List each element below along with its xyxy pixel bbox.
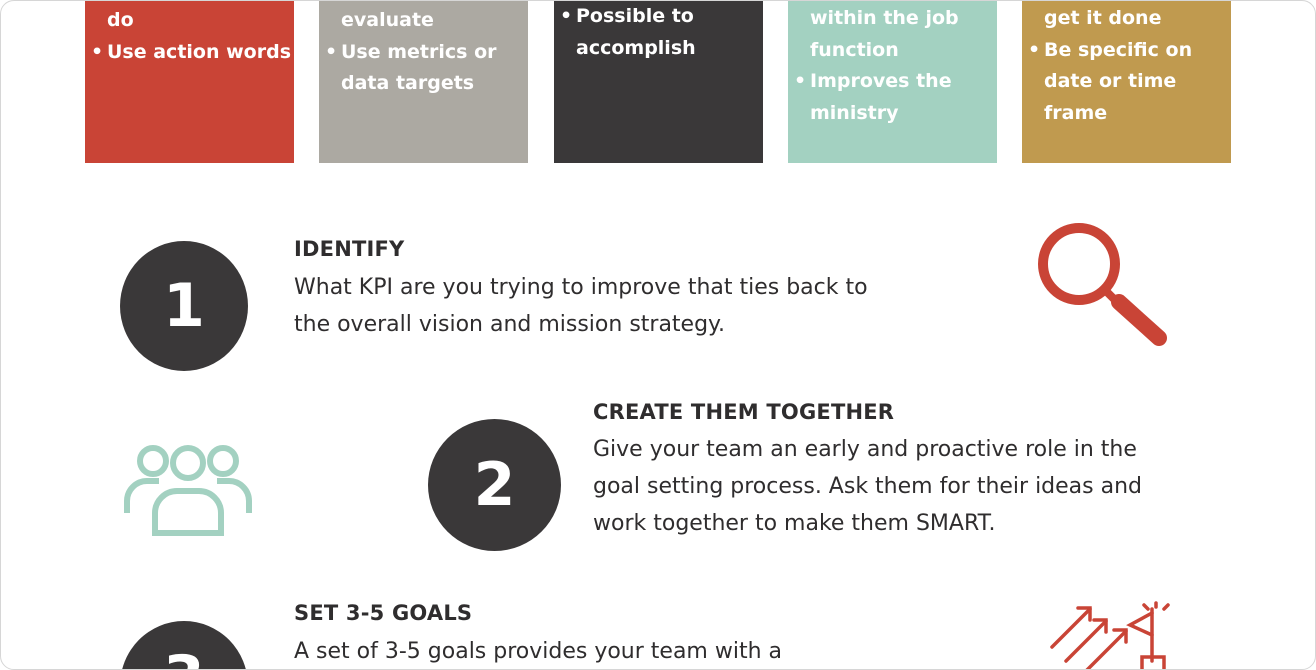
step-description: What KPI are you trying to improve that …	[294, 275, 868, 337]
smart-card-relevant: within the job function Improves the min…	[788, 1, 997, 163]
card-line: frame	[1044, 101, 1108, 124]
step-number-circle: 1	[120, 241, 248, 371]
step-number: 1	[163, 271, 205, 341]
step-number: 2	[473, 450, 516, 520]
step-number-circle: 2	[428, 419, 561, 551]
step-title: IDENTIFY	[294, 237, 405, 261]
smart-card-achievable: Possible to accomplish	[554, 1, 763, 163]
step-description: A set of 3-5 goals provides your team wi…	[294, 639, 783, 664]
smart-card-time-bound: get it done Be specific on date or time …	[1022, 1, 1231, 163]
card-line: do	[107, 9, 134, 31]
card-bullet: Use metrics or	[325, 37, 528, 69]
card-line: get it done	[1044, 7, 1162, 29]
card-bullet: Be specific on	[1028, 35, 1231, 67]
magnifying-glass-icon	[1038, 223, 1167, 346]
smart-card-measurable: evaluate Use metrics or data targets	[319, 1, 528, 163]
card-line: evaluate	[341, 9, 434, 31]
arrows-target-flag-icon	[1050, 601, 1170, 669]
card-bullet: Possible to	[560, 1, 763, 33]
step-number-circle: 3	[120, 621, 248, 669]
card-line: function	[810, 38, 899, 61]
card-line: date or time	[1044, 70, 1177, 92]
smart-card-specific: do Use action words	[85, 1, 294, 163]
card-line: data targets	[341, 72, 475, 94]
card-line: within the job	[810, 7, 959, 29]
step-description: Give your team an early and proactive ro…	[593, 437, 1143, 536]
card-line: ministry	[810, 101, 899, 124]
card-bullet: Use action words	[91, 37, 294, 69]
step-title: CREATE THEM TOGETHER	[593, 400, 895, 424]
card-line: accomplish	[576, 36, 696, 59]
card-bullet: Improves the	[794, 66, 997, 98]
step-title: SET 3-5 GOALS	[294, 601, 473, 625]
team-people-icon	[124, 445, 252, 536]
step-number: 3	[163, 643, 205, 669]
